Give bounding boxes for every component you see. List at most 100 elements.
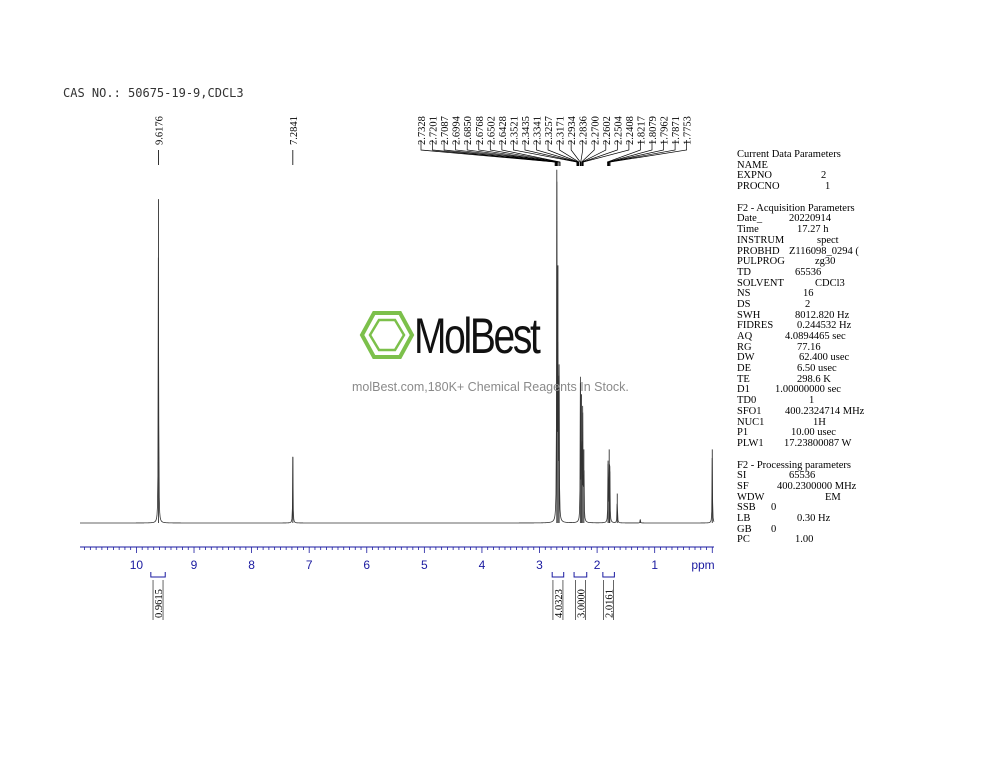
peak-label-line xyxy=(420,140,556,166)
param-value: 4.0894465 sec xyxy=(785,331,846,342)
peak-label: 2.2602 xyxy=(602,116,613,145)
param-key: PROBHD xyxy=(737,245,780,257)
param-row: SWH 8012.820 Hz xyxy=(737,309,855,322)
spectrum-trace xyxy=(80,181,715,524)
param-value: Z116098_0294 ( xyxy=(789,245,859,257)
integral-value: 2.0161 xyxy=(605,589,616,618)
spectrum-line xyxy=(80,169,715,524)
peak-label: 1.8079 xyxy=(648,116,659,145)
param-row: Time 17.27 h xyxy=(737,224,855,236)
param-value: 0 xyxy=(771,502,777,514)
param-value: 62.400 usec xyxy=(799,352,850,364)
integrals: 0.9615 4.0323 3.0000 2.0161 xyxy=(150,572,616,620)
peak-label-line xyxy=(582,140,618,166)
param-section-title: Current Data Parameters xyxy=(737,149,841,160)
param-key: TD0 xyxy=(737,395,757,407)
param-value: 20220914 xyxy=(789,213,831,225)
param-key: LB xyxy=(737,513,751,524)
peak-label-line xyxy=(443,140,557,166)
param-value: EM xyxy=(825,491,841,503)
peak-label-line xyxy=(432,140,556,166)
peak-label: 2.6502 xyxy=(486,116,497,145)
x-tick-label: 1 xyxy=(651,558,658,572)
x-tick-label: 9 xyxy=(191,558,198,572)
peak-label: 2.3521 xyxy=(509,116,520,145)
peak-label-line xyxy=(455,140,558,166)
peak-label-line xyxy=(581,140,607,166)
peak-label-line xyxy=(513,140,578,166)
param-row: TE 298.6 K xyxy=(737,373,855,386)
param-key: P1 xyxy=(737,427,749,439)
param-value: spect xyxy=(817,234,839,246)
param-row: LB 0.30 Hz xyxy=(737,513,855,525)
peak-label: 2.2934 xyxy=(567,115,578,145)
x-tick-label: 6 xyxy=(363,558,370,572)
peak-label: 2.3257 xyxy=(544,116,555,145)
param-value: 298.6 K xyxy=(797,373,831,385)
watermark-logo-icon xyxy=(359,311,415,359)
peak-label-line xyxy=(609,140,687,166)
param-key: GB xyxy=(737,523,752,535)
param-key: AQ xyxy=(737,331,753,342)
param-row: NUC1 1H xyxy=(737,417,855,429)
integral-value: 0.9615 xyxy=(154,589,165,618)
peak-label-line xyxy=(536,140,579,166)
x-axis-label: ppm xyxy=(691,558,714,572)
x-tick-label: 7 xyxy=(306,558,313,572)
param-row: NAME xyxy=(737,159,855,172)
param-row: DE 6.50 usec xyxy=(737,363,855,375)
param-row: EXPNO 2 xyxy=(737,171,855,182)
param-value: 8012.820 Hz xyxy=(795,309,850,321)
param-value: 65536 xyxy=(795,266,822,278)
param-value: 0.30 Hz xyxy=(797,513,831,524)
param-key: SF xyxy=(737,480,749,492)
peak-label: 2.6768 xyxy=(475,116,486,145)
peak-labels: 9.6176 7.2841 2.7328 2.7201 2.7087 2.6994 2.68… xyxy=(154,115,694,166)
peak-label-line xyxy=(547,140,579,166)
peak-label-line xyxy=(559,140,580,166)
param-value: 1.00000000 sec xyxy=(775,384,841,396)
peak-label-line xyxy=(466,140,559,166)
param-row: PC 1.00 xyxy=(737,535,855,546)
param-value: 1 xyxy=(825,181,831,193)
peak-label: 2.2408 xyxy=(625,116,636,145)
param-row: DS 2 xyxy=(737,299,855,311)
peak-label-line xyxy=(580,140,584,166)
param-section-title: F2 - Processing parameters xyxy=(737,459,852,471)
peak-label: 2.6850 xyxy=(463,116,474,145)
param-row: SF 400.2300000 MHz xyxy=(737,480,857,493)
peak-label-line xyxy=(607,140,641,166)
peak-label: 2.7328 xyxy=(417,116,428,145)
param-key: NAME xyxy=(737,159,768,171)
peak-label: 2.2700 xyxy=(590,116,601,145)
peak-label-line xyxy=(582,140,630,166)
param-key: SSB xyxy=(737,502,756,514)
peak-label-line xyxy=(581,140,595,166)
peak-label-line xyxy=(489,140,561,166)
param-row: PULPROG zg30 xyxy=(737,256,855,268)
x-tick-label: 3 xyxy=(536,558,543,572)
param-value: 1.00 xyxy=(795,534,814,546)
param-value: 2 xyxy=(821,170,827,182)
param-row: WDW EM xyxy=(737,491,855,504)
x-axis: 10 9 8 7 6 5 4 3 2 1 ppm xyxy=(80,546,715,572)
peak-label: 2.3435 xyxy=(521,116,532,145)
param-row: SOLVENT CDCl3 xyxy=(737,277,855,290)
peak-label-line xyxy=(570,140,581,166)
param-value: 16 xyxy=(803,288,814,300)
param-value: 10.00 usec xyxy=(791,427,836,439)
param-row: GB 0 xyxy=(737,523,855,536)
param-key: SI xyxy=(737,470,747,482)
param-value: 400.2300000 MHz xyxy=(777,480,857,492)
peak-label: 2.7087 xyxy=(440,116,451,145)
integral-bracket xyxy=(551,572,565,578)
param-key: NS xyxy=(737,288,751,300)
peak-label-line xyxy=(478,140,559,166)
integral-value: 3.0000 xyxy=(576,589,587,618)
param-value: zg30 xyxy=(815,256,836,268)
param-key: SOLVENT xyxy=(737,277,784,289)
peak-label: 2.2836 xyxy=(579,116,590,145)
param-row: SI 65536 xyxy=(737,471,855,482)
param-key: D1 xyxy=(737,384,750,396)
